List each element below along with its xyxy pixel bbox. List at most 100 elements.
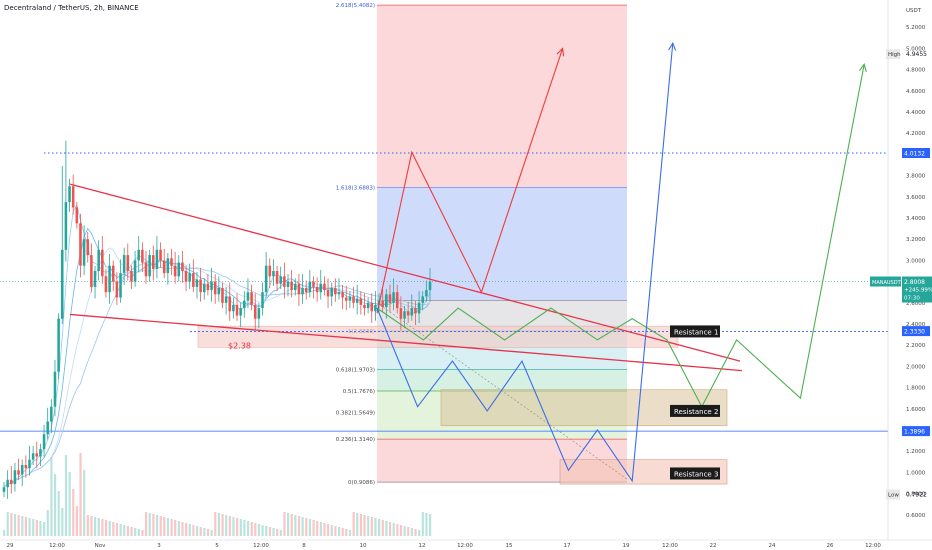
symbol-badge: MANAUSDT [872,280,902,286]
candle-body [82,239,86,266]
volume-bar [210,530,213,536]
candle-body [170,258,173,266]
candle-body [195,279,199,287]
volume-bar [301,517,304,536]
volume-bar [294,515,297,536]
candle-body [10,479,13,485]
fib-extension-zone-blue [377,187,627,301]
resistance-3-label: Resistance 3 [674,470,718,478]
candle-body [344,297,348,301]
volume-bar [141,530,144,536]
candle-body [395,292,399,309]
low-tag: Low [888,492,899,498]
volume-bar [94,517,97,536]
x-tick-label: 12:00 [457,543,473,549]
y-tick-label: 5.2000 [906,25,926,31]
volume-bar [276,529,279,536]
candle-body [414,308,417,314]
volume-bar [177,521,180,536]
candle-body [334,287,337,295]
projected-path-arrowhead [858,63,867,73]
moving-average-line [3,203,431,488]
volume-bar [199,527,202,536]
volume-bar [46,510,49,536]
candle-body [148,255,151,277]
volume-bar [97,518,100,536]
fib-extension-label: 1.618(3.6883) [336,185,375,191]
volume-bar [407,527,410,536]
volume-bar [145,512,148,536]
level-low-badge-bg [902,426,930,437]
volume-bar [399,525,403,536]
moving-average-line [3,247,431,488]
x-tick-label: 19 [623,543,630,549]
candle-body [261,292,264,309]
volume-bar [290,514,293,536]
volume-bar [392,523,395,536]
low-tag-bg [886,489,900,500]
y-tick-label: 2.6000 [906,301,926,307]
candle-body [421,296,424,303]
x-tick-label: 12 [419,543,426,549]
candle-body [268,265,272,277]
candle-body [290,281,293,291]
candle-body [417,302,421,314]
volume-bar [123,525,126,536]
candle-body [35,453,39,457]
candle-body [155,249,159,269]
candle-body [166,258,170,274]
volume-bar [83,470,86,536]
y-tick-label: 1.8000 [906,386,926,392]
candle-body [24,464,28,469]
level-mid-badge-bg [902,326,930,337]
x-tick-label: 17 [564,543,571,549]
projected-path-blue [376,43,674,483]
candle-body [173,265,177,277]
volume-bar [57,491,60,536]
candle-body [144,262,148,277]
candle-body [264,265,268,293]
candle-body [60,249,64,319]
volume-bar [13,514,17,536]
candle-body [181,262,184,271]
fib-retracement-label: 0.382(1.5649) [336,411,375,417]
candle-body [130,271,133,282]
x-tick-label: 12:00 [49,543,65,549]
y-tick-label: 1.6000 [906,407,926,413]
trendline-lower [69,313,743,372]
volume-bar [181,522,184,536]
volume-bar [115,523,119,536]
candle-body [366,302,370,309]
volume-bar [217,513,221,536]
candle-body [385,294,388,308]
high-tag: High [888,52,901,58]
volume-bar [297,516,301,536]
last-price-badge-bg [902,276,932,303]
resistance-1-label-bg [670,325,720,338]
candle-body [403,311,406,319]
candle-body [210,281,213,291]
volume-bar [72,489,75,536]
candle-body [97,249,100,271]
x-tick-label: 29 [7,543,14,549]
candle-body [330,287,333,297]
candle-body [243,300,246,309]
fib-retracement-label: 0.618(1.9703) [336,368,375,374]
candle-body [111,265,115,282]
projection-diagonal [379,304,629,481]
candle-body [115,281,119,298]
volume-bar [148,513,151,536]
volume-bar [126,526,129,536]
projected-path-red [376,48,564,314]
candle-body [250,292,253,305]
y-tick-label: 0.6000 [906,513,926,519]
candle-body [370,302,374,312]
candle-body [323,283,326,291]
candle-body [68,186,71,203]
candle-body [31,453,35,460]
volume-bar [35,520,38,536]
level-mid-badge: 2.3330 [904,329,925,336]
candle-body [279,276,282,284]
volume-bar [86,515,89,536]
